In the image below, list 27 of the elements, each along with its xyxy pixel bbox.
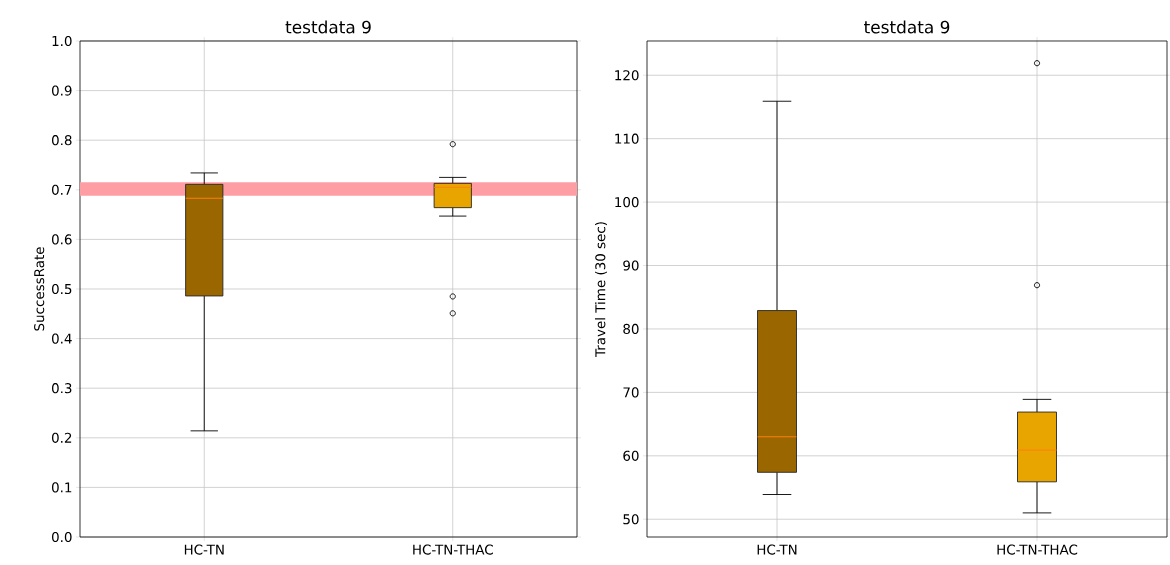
y-tick-label: 50 [623, 514, 639, 525]
y-tick-label: 0.1 [51, 482, 72, 493]
y-tick-label: 80 [623, 323, 639, 335]
x-tick-label: HC-TN [757, 544, 797, 555]
y-tick-label: 0.3 [51, 383, 72, 394]
y-tick-label: 110 [615, 133, 639, 144]
y-tick-label: 100 [615, 197, 639, 208]
x-tick-label: HC-TN [184, 544, 224, 555]
y-tick-label: 0.9 [51, 85, 72, 96]
y-tick-label: 1.0 [52, 35, 72, 47]
y-axis-title: Travel Time (30 sec) [594, 222, 607, 358]
y-tick-label: 0.6 [51, 234, 72, 245]
y-tick-label: 0.0 [51, 531, 72, 543]
y-tick-label: 0.7 [51, 184, 72, 195]
y-tick-label: 0.4 [51, 333, 72, 344]
y-tick-label: 70 [623, 387, 639, 398]
chart-title: testdata 9 [285, 20, 371, 34]
x-tick-label: HC-TN-THAC [413, 544, 493, 555]
y-tick-label: 0.8 [51, 135, 72, 146]
y-axis-title: SuccessRate [34, 247, 45, 331]
y-tick-label: 0.2 [51, 432, 72, 443]
y-tick-label: 120 [615, 70, 639, 81]
y-tick-label: 90 [623, 260, 639, 271]
y-tick-label: 0.5 [51, 283, 72, 295]
chart-title: testdata 9 [864, 20, 950, 34]
y-tick-label: 60 [623, 450, 639, 461]
x-tick-label: HC-TN-THAC [997, 544, 1078, 555]
